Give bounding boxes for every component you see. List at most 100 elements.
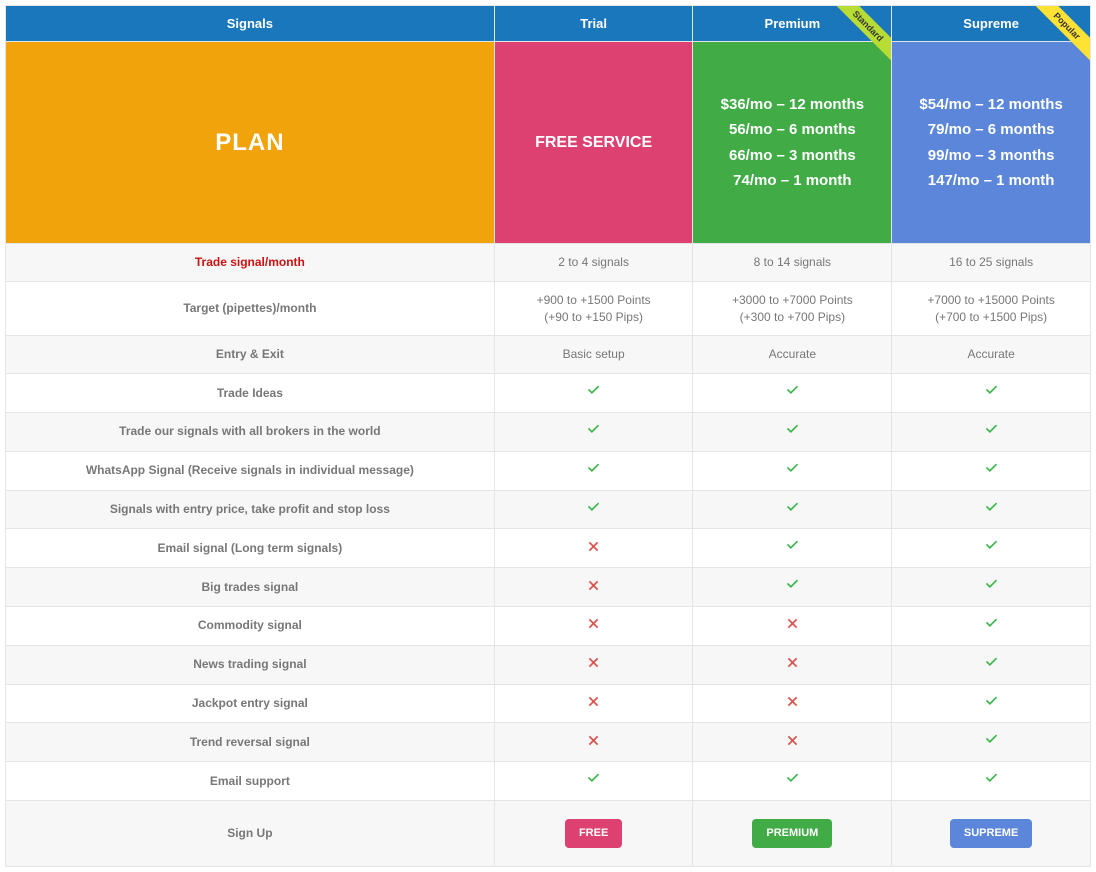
feature-premium (693, 684, 892, 723)
check-icon (786, 578, 799, 591)
feature-trial (494, 568, 693, 607)
feature-label: Trend reversal signal (6, 723, 495, 762)
feature-trial (494, 529, 693, 568)
feature-supreme (892, 529, 1091, 568)
feature-supreme (892, 490, 1091, 529)
supreme-price-1mo: 147/mo – 1 month (892, 168, 1090, 194)
feature-label: Entry & Exit (6, 336, 495, 374)
feature-label: Signals with entry price, take profit an… (6, 490, 495, 529)
header-supreme: Supreme Popular (892, 6, 1091, 42)
check-icon (985, 695, 998, 708)
feature-trial (494, 684, 693, 723)
feature-row: Target (pipettes)/month+900 to +1500 Poi… (6, 281, 1091, 336)
feature-label: Commodity signal (6, 606, 495, 645)
pricing-table-container: Signals Trial Premium Standard Supreme P… (0, 0, 1096, 872)
header-premium-label: Premium (765, 16, 821, 31)
check-icon (985, 733, 998, 746)
premium-price-6mo: 56/mo – 6 months (693, 117, 891, 143)
feature-supreme: +7000 to +15000 Points(+700 to +1500 Pip… (892, 281, 1091, 336)
feature-label: News trading signal (6, 645, 495, 684)
check-icon (985, 462, 998, 475)
cross-icon (787, 657, 798, 668)
feature-supreme (892, 412, 1091, 451)
supreme-price-12mo: $54/mo – 12 months (892, 92, 1090, 118)
feature-trial (494, 723, 693, 762)
check-icon (786, 384, 799, 397)
feature-supreme (892, 451, 1091, 490)
feature-premium (693, 374, 892, 413)
feature-row: Email signal (Long term signals) (6, 529, 1091, 568)
check-icon (587, 384, 600, 397)
feature-supreme (892, 723, 1091, 762)
plan-label: PLAN (6, 42, 495, 244)
signup-trial-button[interactable]: FREE (565, 819, 622, 848)
feature-premium (693, 412, 892, 451)
check-icon (587, 501, 600, 514)
check-icon (786, 539, 799, 552)
signup-premium-button[interactable]: PREMIUM (752, 819, 832, 848)
check-icon (587, 462, 600, 475)
header-trial: Trial (494, 6, 693, 42)
header-premium: Premium Standard (693, 6, 892, 42)
premium-price-3mo: 66/mo – 3 months (693, 143, 891, 169)
feature-supreme: 16 to 25 signals (892, 244, 1091, 282)
feature-label: Trade our signals with all brokers in th… (6, 412, 495, 451)
plan-supreme: $54/mo – 12 months 79/mo – 6 months 99/m… (892, 42, 1091, 244)
premium-price-1mo: 74/mo – 1 month (693, 168, 891, 194)
plan-row: PLAN FREE SERVICE $36/mo – 12 months 56/… (6, 42, 1091, 244)
feature-row: Commodity signal (6, 606, 1091, 645)
check-icon (985, 423, 998, 436)
feature-row: Trade Ideas (6, 374, 1091, 413)
cross-icon (588, 696, 599, 707)
feature-row: WhatsApp Signal (Receive signals in indi… (6, 451, 1091, 490)
feature-row: News trading signal (6, 645, 1091, 684)
header-row: Signals Trial Premium Standard Supreme P… (6, 6, 1091, 42)
cross-icon (787, 735, 798, 746)
signup-supreme-button[interactable]: SUPREME (950, 819, 1032, 848)
pricing-table: Signals Trial Premium Standard Supreme P… (5, 5, 1091, 867)
feature-trial: 2 to 4 signals (494, 244, 693, 282)
header-signals: Signals (6, 6, 495, 42)
feature-trial (494, 645, 693, 684)
feature-row: Trade signal/month2 to 4 signals8 to 14 … (6, 244, 1091, 282)
feature-label: Big trades signal (6, 568, 495, 607)
check-icon (985, 384, 998, 397)
plan-trial: FREE SERVICE (494, 42, 693, 244)
feature-label: Jackpot entry signal (6, 684, 495, 723)
cross-icon (588, 541, 599, 552)
check-icon (985, 501, 998, 514)
supreme-price-6mo: 79/mo – 6 months (892, 117, 1090, 143)
feature-row: Trend reversal signal (6, 723, 1091, 762)
check-icon (985, 578, 998, 591)
feature-premium: +3000 to +7000 Points(+300 to +700 Pips) (693, 281, 892, 336)
check-icon (786, 423, 799, 436)
feature-premium (693, 723, 892, 762)
cross-icon (588, 735, 599, 746)
feature-supreme (892, 606, 1091, 645)
cross-icon (588, 580, 599, 591)
feature-premium (693, 529, 892, 568)
feature-trial (494, 412, 693, 451)
check-icon (786, 772, 799, 785)
feature-trial (494, 374, 693, 413)
plan-premium: $36/mo – 12 months 56/mo – 6 months 66/m… (693, 42, 892, 244)
premium-price-12mo: $36/mo – 12 months (693, 92, 891, 118)
feature-trial (494, 490, 693, 529)
feature-premium: 8 to 14 signals (693, 244, 892, 282)
feature-premium (693, 606, 892, 645)
feature-premium: Accurate (693, 336, 892, 374)
check-icon (985, 656, 998, 669)
feature-label: Email support (6, 762, 495, 801)
cross-icon (588, 657, 599, 668)
check-icon (985, 772, 998, 785)
feature-label: Email signal (Long term signals) (6, 529, 495, 568)
cross-icon (787, 618, 798, 629)
feature-trial: Basic setup (494, 336, 693, 374)
feature-row: Jackpot entry signal (6, 684, 1091, 723)
feature-trial (494, 606, 693, 645)
feature-label: Trade signal/month (6, 244, 495, 282)
check-icon (985, 539, 998, 552)
check-icon (786, 462, 799, 475)
feature-supreme (892, 762, 1091, 801)
feature-supreme (892, 568, 1091, 607)
